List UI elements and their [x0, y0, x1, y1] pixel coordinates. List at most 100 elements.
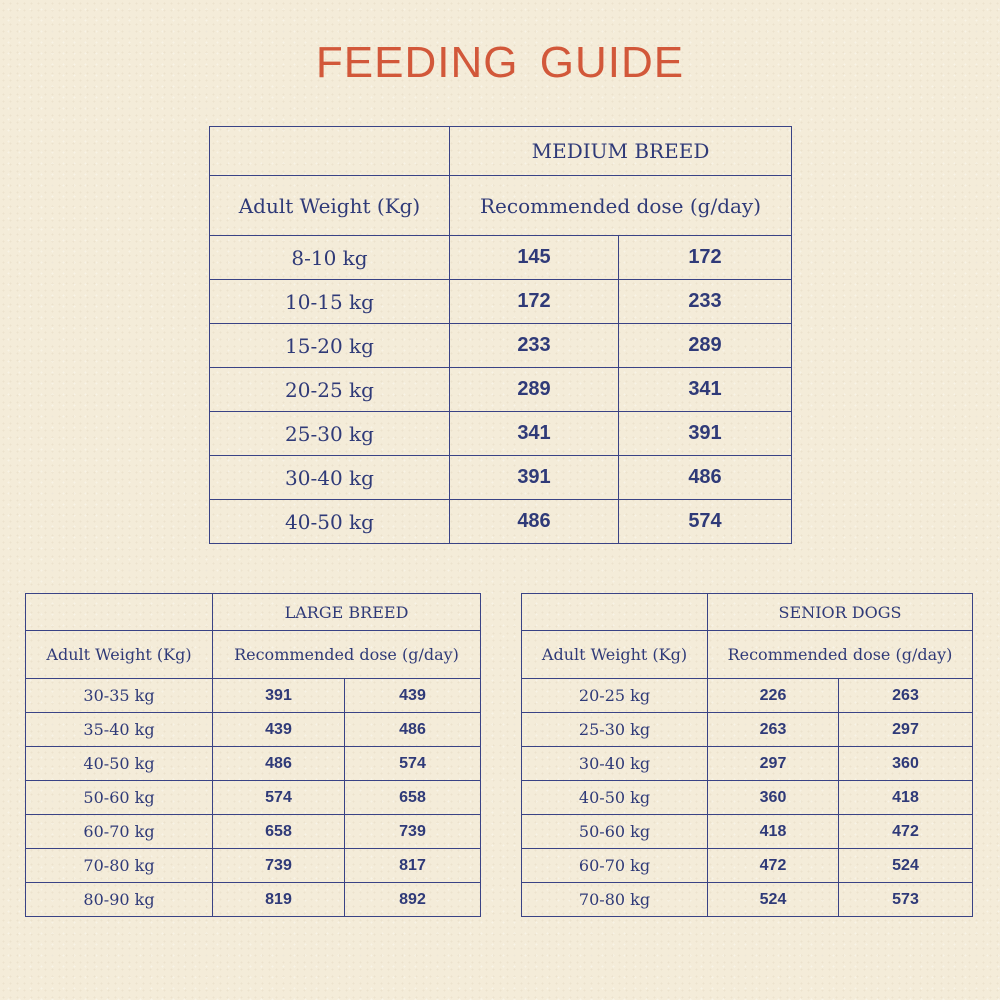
table-row: 30-40 kg 391 486 [209, 455, 793, 500]
weight-cell: 50-60 kg [521, 814, 708, 849]
dose-max-cell: 486 [617, 455, 793, 500]
table-row: 40-50 kg 486 574 [209, 499, 793, 544]
empty-header-cell [209, 126, 450, 176]
table-row: 20-25 kg 226 263 [521, 678, 973, 713]
dose-min-cell: 341 [449, 411, 619, 456]
table-row: 80-90 kg 819 892 [25, 882, 482, 917]
dose-column-header: Recommended dose (g/day) [448, 175, 793, 236]
breed-heading: MEDIUM BREED [448, 126, 793, 176]
table-subheader-row: Adult Weight (Kg) Recommended dose (g/da… [209, 175, 793, 236]
weight-cell: 25-30 kg [209, 411, 450, 456]
weight-cell: 40-50 kg [209, 499, 450, 544]
dose-max-cell: 574 [617, 499, 793, 544]
weight-cell: 20-25 kg [209, 367, 450, 412]
dose-min-cell: 289 [449, 367, 619, 412]
dose-min-cell: 418 [707, 814, 839, 849]
table-row: 70-80 kg 739 817 [25, 848, 482, 883]
empty-header-cell [25, 593, 213, 631]
table-row: 60-70 kg 658 739 [25, 814, 482, 849]
weight-column-header: Adult Weight (Kg) [25, 630, 213, 679]
weight-column-header: Adult Weight (Kg) [521, 630, 708, 679]
weight-cell: 50-60 kg [25, 780, 213, 815]
table-row: 40-50 kg 486 574 [25, 746, 482, 781]
dose-max-cell: 418 [838, 780, 973, 815]
dose-min-cell: 524 [707, 882, 839, 917]
dose-max-cell: 574 [343, 746, 482, 781]
table-row: 8-10 kg 145 172 [209, 235, 793, 280]
dose-min-cell: 472 [707, 848, 839, 883]
dose-min-cell: 439 [212, 712, 345, 747]
weight-cell: 60-70 kg [521, 848, 708, 883]
table-header-row: LARGE BREED [25, 593, 482, 631]
weight-cell: 25-30 kg [521, 712, 708, 747]
dose-min-cell: 486 [449, 499, 619, 544]
dose-min-cell: 739 [212, 848, 345, 883]
breed-heading: LARGE BREED [211, 593, 482, 631]
dose-max-cell: 472 [838, 814, 973, 849]
dose-max-cell: 486 [343, 712, 482, 747]
empty-header-cell [521, 593, 708, 631]
table-subheader-row: Adult Weight (Kg) Recommended dose (g/da… [521, 630, 973, 679]
dose-min-cell: 574 [212, 780, 345, 815]
dose-min-cell: 297 [707, 746, 839, 781]
dose-max-cell: 391 [617, 411, 793, 456]
dose-min-cell: 263 [707, 712, 839, 747]
weight-cell: 30-40 kg [521, 746, 708, 781]
dose-max-cell: 289 [617, 323, 793, 368]
dose-min-cell: 172 [449, 279, 619, 324]
dose-column-header: Recommended dose (g/day) [707, 630, 973, 679]
table-header-row: SENIOR DOGS [521, 593, 973, 631]
dose-min-cell: 145 [449, 235, 619, 280]
weight-column-header: Adult Weight (Kg) [209, 175, 450, 236]
table-subheader-row: Adult Weight (Kg) Recommended dose (g/da… [25, 630, 482, 679]
dose-min-cell: 391 [449, 455, 619, 500]
dose-max-cell: 439 [343, 678, 482, 713]
table-row: 50-60 kg 418 472 [521, 814, 973, 849]
dose-column-header: Recommended dose (g/day) [211, 630, 482, 679]
table-row: 25-30 kg 341 391 [209, 411, 793, 456]
weight-cell: 35-40 kg [25, 712, 213, 747]
breed-heading: SENIOR DOGS [707, 593, 973, 631]
table-row: 25-30 kg 263 297 [521, 712, 973, 747]
table-row: 40-50 kg 360 418 [521, 780, 973, 815]
dose-min-cell: 360 [707, 780, 839, 815]
weight-cell: 70-80 kg [25, 848, 213, 883]
table-row: 35-40 kg 439 486 [25, 712, 482, 747]
dose-min-cell: 391 [212, 678, 345, 713]
dose-max-cell: 233 [617, 279, 793, 324]
table-row: 15-20 kg 233 289 [209, 323, 793, 368]
dose-max-cell: 573 [838, 882, 973, 917]
dose-min-cell: 486 [212, 746, 345, 781]
weight-cell: 20-25 kg [521, 678, 708, 713]
dose-max-cell: 341 [617, 367, 793, 412]
dose-max-cell: 524 [838, 848, 973, 883]
table-header-row: MEDIUM BREED [209, 126, 793, 176]
dose-max-cell: 739 [343, 814, 482, 849]
dose-max-cell: 297 [838, 712, 973, 747]
senior-dogs-table: SENIOR DOGS Adult Weight (Kg) Recommende… [521, 593, 973, 917]
table-row: 20-25 kg 289 341 [209, 367, 793, 412]
weight-cell: 70-80 kg [521, 882, 708, 917]
dose-max-cell: 892 [343, 882, 482, 917]
weight-cell: 40-50 kg [521, 780, 708, 815]
table-row: 50-60 kg 574 658 [25, 780, 482, 815]
dose-min-cell: 819 [212, 882, 345, 917]
weight-cell: 8-10 kg [209, 235, 450, 280]
large-breed-table: LARGE BREED Adult Weight (Kg) Recommende… [25, 593, 482, 917]
page-title: FEEDING GUIDE [315, 38, 685, 87]
weight-cell: 80-90 kg [25, 882, 213, 917]
weight-cell: 10-15 kg [209, 279, 450, 324]
dose-min-cell: 233 [449, 323, 619, 368]
dose-max-cell: 172 [617, 235, 793, 280]
dose-min-cell: 226 [707, 678, 839, 713]
table-row: 60-70 kg 472 524 [521, 848, 973, 883]
dose-max-cell: 263 [838, 678, 973, 713]
dose-max-cell: 360 [838, 746, 973, 781]
weight-cell: 15-20 kg [209, 323, 450, 368]
table-row: 30-35 kg 391 439 [25, 678, 482, 713]
weight-cell: 30-35 kg [25, 678, 213, 713]
table-row: 30-40 kg 297 360 [521, 746, 973, 781]
dose-max-cell: 817 [343, 848, 482, 883]
medium-breed-table: MEDIUM BREED Adult Weight (Kg) Recommend… [209, 126, 793, 544]
table-row: 70-80 kg 524 573 [521, 882, 973, 917]
